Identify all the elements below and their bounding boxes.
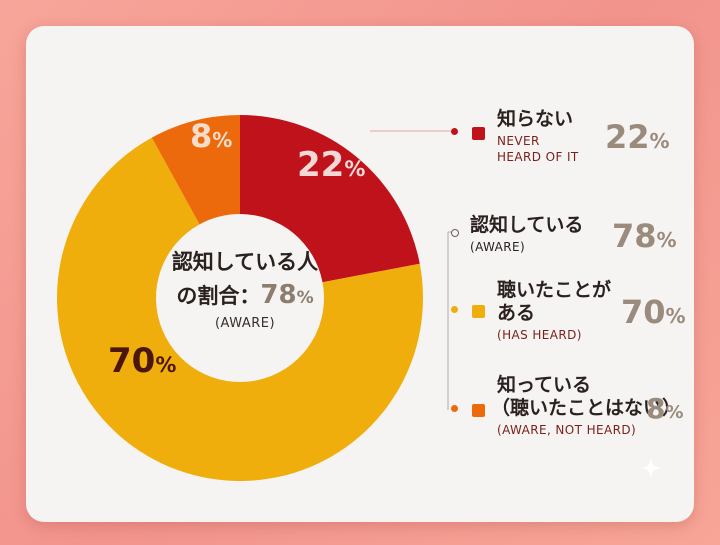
slice-label-70: 70% [108,341,176,381]
legend-swatch-heard [472,305,485,318]
legend-notheard: 知っている （聴いたことはない） (AWARE, NOT HEARD) [491,374,681,438]
legend-aware-title: 認知している [470,214,584,236]
legend-dot-heard [451,306,458,313]
legend-notheard-en: (AWARE, NOT HEARD) [497,423,637,437]
slice-label-22: 22% [297,145,365,185]
legend-never-en2: HEARD OF IT [497,150,579,164]
legend-never: 知らない NEVER HEARD OF IT [497,108,579,165]
slice-has-heard [56,137,424,482]
slice-aware-not-heard [151,115,240,225]
legend-dot-aware [451,229,459,237]
legend-dot-never [451,128,458,135]
legend-heard: 聴いたことが ある (HAS HEARD) [497,279,611,343]
legend-heard-pct: 70% [621,293,686,331]
center-label: 認知している人 の割合：78% (AWARE) [160,246,330,331]
legend-aware: 認知している (AWARE) [470,214,583,255]
center-subtitle: の割合：78% [160,280,330,310]
legend-notheard-pct: 8% [646,392,684,425]
legend-notheard-title2: （聴いたことはない） [491,397,682,419]
slice-never-heard [240,115,420,283]
legend-swatch-never [472,127,485,140]
legend-heard-en: (HAS HEARD) [497,328,582,342]
sparkle-icon [640,457,662,479]
legend-swatch-notheard [472,404,485,417]
center-title: 認知している人 [171,250,319,274]
center-english: (AWARE) [214,316,276,331]
center-percent: 78% [260,280,314,310]
legend-heard-title2: ある [497,302,536,324]
legend-never-en1: NEVER [497,134,540,148]
legend-never-title: 知らない [497,108,574,130]
center-prefix: の割合： [176,284,261,308]
slice-label-8: 8% [190,117,232,155]
legend-heard-title1: 聴いたことが [497,279,612,301]
legend-aware-pct: 78% [612,217,677,255]
legend-dot-notheard [451,405,458,412]
legend-aware-en: (AWARE) [470,240,526,254]
legend-notheard-title1: 知っている [497,374,592,396]
legend-never-pct: 22% [605,118,670,156]
